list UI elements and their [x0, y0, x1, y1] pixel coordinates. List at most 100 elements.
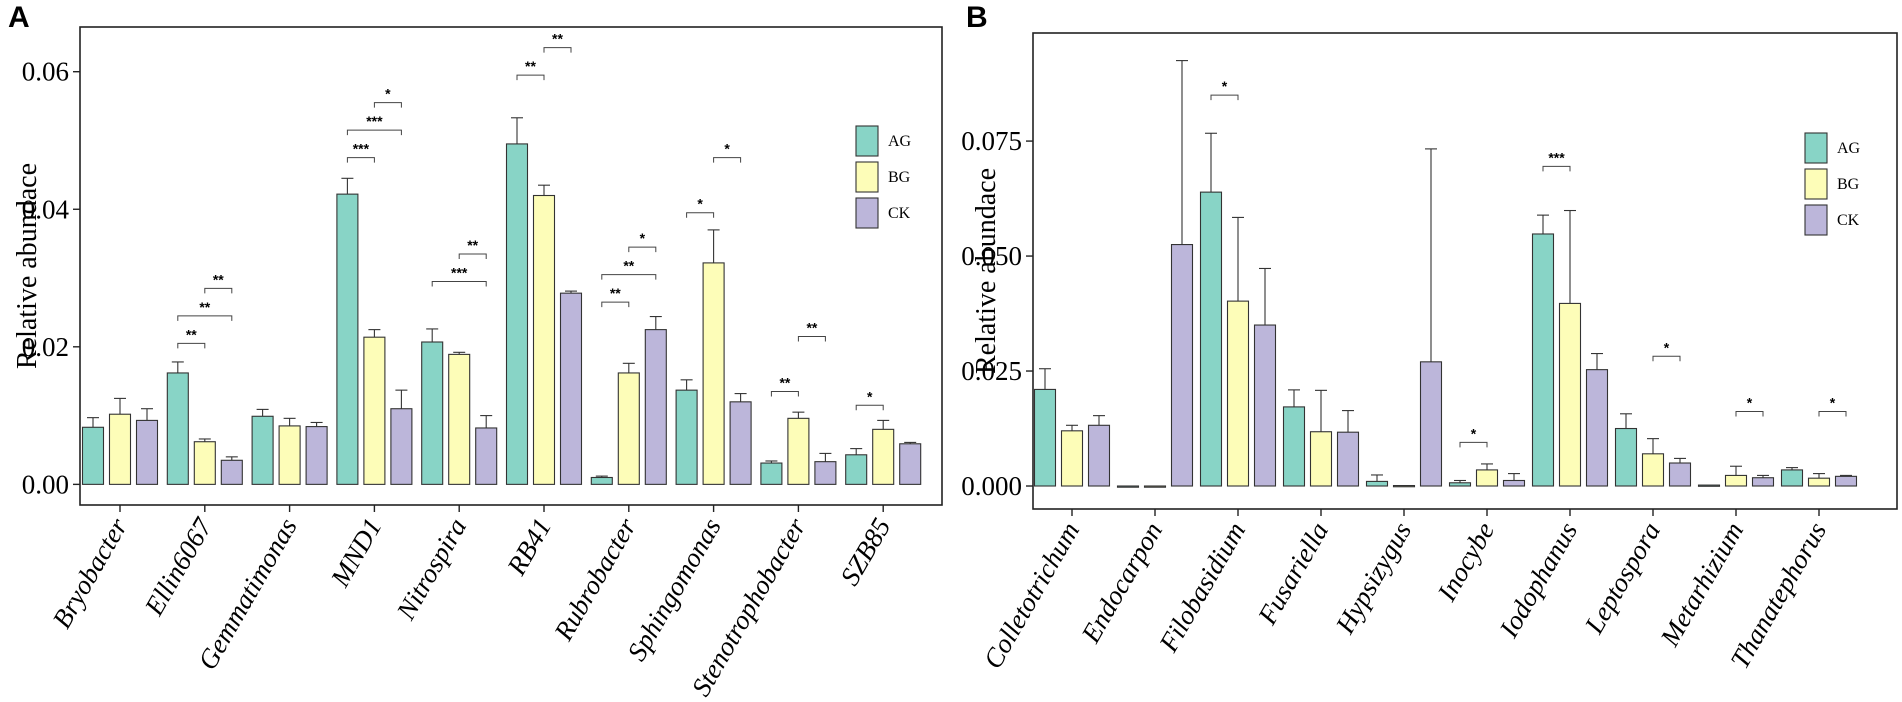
- significance-label: **: [610, 285, 621, 301]
- legend-swatch-bg: [1804, 168, 1828, 200]
- significance-label: *: [1747, 395, 1753, 411]
- bar-ag: [1116, 485, 1140, 488]
- bar-bg: [1392, 484, 1416, 488]
- bar-ag: [845, 454, 868, 485]
- bar-ag: [1697, 484, 1721, 487]
- significance-bracket: [1542, 165, 1571, 172]
- significance-bracket: [601, 301, 630, 308]
- bar-ag: [760, 462, 783, 485]
- significance-bracket: [601, 274, 657, 280]
- y-tick-label: 0.06: [22, 57, 69, 87]
- bar-ag: [1614, 427, 1638, 487]
- bar-ck: [1170, 244, 1194, 487]
- y-tick-label: 0.000: [961, 471, 1022, 501]
- bar-ag: [166, 372, 189, 485]
- bar-bg: [1309, 431, 1333, 487]
- significance-label: ***: [451, 264, 468, 280]
- panel-letter: A: [8, 1, 30, 34]
- legend-label: CK: [888, 205, 911, 222]
- significance-label: *: [385, 86, 391, 102]
- bar-ag: [1282, 406, 1306, 487]
- panel-letter: B: [966, 1, 988, 34]
- bar-ag: [336, 193, 359, 485]
- x-tick-label: SZB85: [834, 513, 896, 590]
- x-tick-label: Metarhizium: [1654, 517, 1749, 652]
- bar-ck: [305, 426, 328, 485]
- significance-bracket: [713, 157, 742, 163]
- legend-label: CK: [1837, 212, 1860, 229]
- bar-ck: [1668, 462, 1692, 487]
- y-tick-label: 0.04: [22, 194, 70, 224]
- x-tick-label: Hypsizygus: [1329, 517, 1417, 639]
- bar-ck: [1834, 475, 1858, 487]
- significance-label: **: [525, 58, 536, 74]
- bar-bg: [1641, 453, 1665, 487]
- significance-label: *: [724, 141, 730, 157]
- legend-label: AG: [888, 133, 912, 150]
- significance-label: **: [199, 299, 210, 315]
- bar-ag: [505, 143, 529, 485]
- significance-label: **: [467, 237, 478, 253]
- bar-bg: [1558, 302, 1582, 487]
- x-tick-label: Filobasidium: [1153, 517, 1251, 658]
- significance-bracket: [177, 315, 233, 321]
- bar-ck: [1751, 477, 1775, 487]
- bar-ck: [814, 461, 837, 485]
- bar-ck: [390, 408, 413, 485]
- bar-bg: [617, 372, 640, 485]
- y-tick-label: 0.050: [961, 241, 1022, 271]
- legend-swatch-ck: [1804, 204, 1828, 236]
- legend-swatch-bg: [855, 161, 879, 193]
- bar-bg: [448, 353, 471, 485]
- significance-bracket: [1652, 355, 1681, 362]
- significance-bracket: [431, 280, 487, 287]
- plot-frame: [1032, 32, 1898, 510]
- bar-bg: [1724, 474, 1748, 487]
- x-tick-label: Iodophanus: [1493, 517, 1583, 643]
- bar-ag: [81, 426, 105, 485]
- significance-label: *: [697, 196, 703, 212]
- x-tick-label: Endocarpon: [1075, 517, 1168, 648]
- significance-bracket: [1210, 94, 1239, 101]
- significance-label: ***: [353, 141, 370, 157]
- legend-swatch-ag: [855, 125, 879, 157]
- y-tick-label: 0.025: [961, 356, 1022, 386]
- bar-bg: [193, 441, 216, 485]
- y-axis-label: Relative abundace: [971, 168, 1002, 374]
- plot-frame: [79, 26, 943, 506]
- significance-bracket: [797, 335, 826, 342]
- significance-bracket: [177, 342, 206, 349]
- significance-bracket: [543, 47, 572, 53]
- legend-label: AG: [1837, 140, 1861, 157]
- bar-bg: [1143, 485, 1167, 488]
- bar-bg: [872, 428, 895, 485]
- significance-label: **: [552, 31, 563, 47]
- bar-ck: [135, 419, 159, 485]
- bar-bg: [363, 336, 386, 485]
- legend-label: BG: [888, 169, 911, 186]
- x-tick-label: Ellin6067: [138, 512, 218, 621]
- bar-bg: [1226, 300, 1250, 487]
- x-tick-label: Fusariella: [1251, 517, 1334, 630]
- x-tick-label: Bryobacter: [46, 513, 133, 634]
- significance-bracket: [204, 287, 233, 294]
- x-tick-label: Nitrospira: [390, 513, 472, 625]
- significance-label: **: [623, 258, 634, 274]
- significance-bracket: [373, 102, 402, 108]
- bar-bg: [1060, 430, 1084, 487]
- bar-bg: [702, 262, 725, 485]
- bar-ag: [590, 476, 613, 485]
- bar-ck: [559, 292, 583, 485]
- significance-label: *: [640, 230, 646, 246]
- panel-a: A 0.00 0.02 0.04 0.06 Relative abundace Bryoba…: [8, 1, 943, 701]
- bar-ag: [1365, 480, 1389, 487]
- significance-label: *: [1664, 339, 1670, 355]
- significance-label: *: [1830, 395, 1836, 411]
- significance-bracket: [458, 253, 487, 259]
- legend: AG BG CK: [855, 125, 912, 229]
- bar-ck: [1419, 361, 1443, 487]
- bar-ck: [1585, 369, 1609, 487]
- bar-bg: [278, 425, 301, 485]
- bar-ag: [1033, 388, 1057, 487]
